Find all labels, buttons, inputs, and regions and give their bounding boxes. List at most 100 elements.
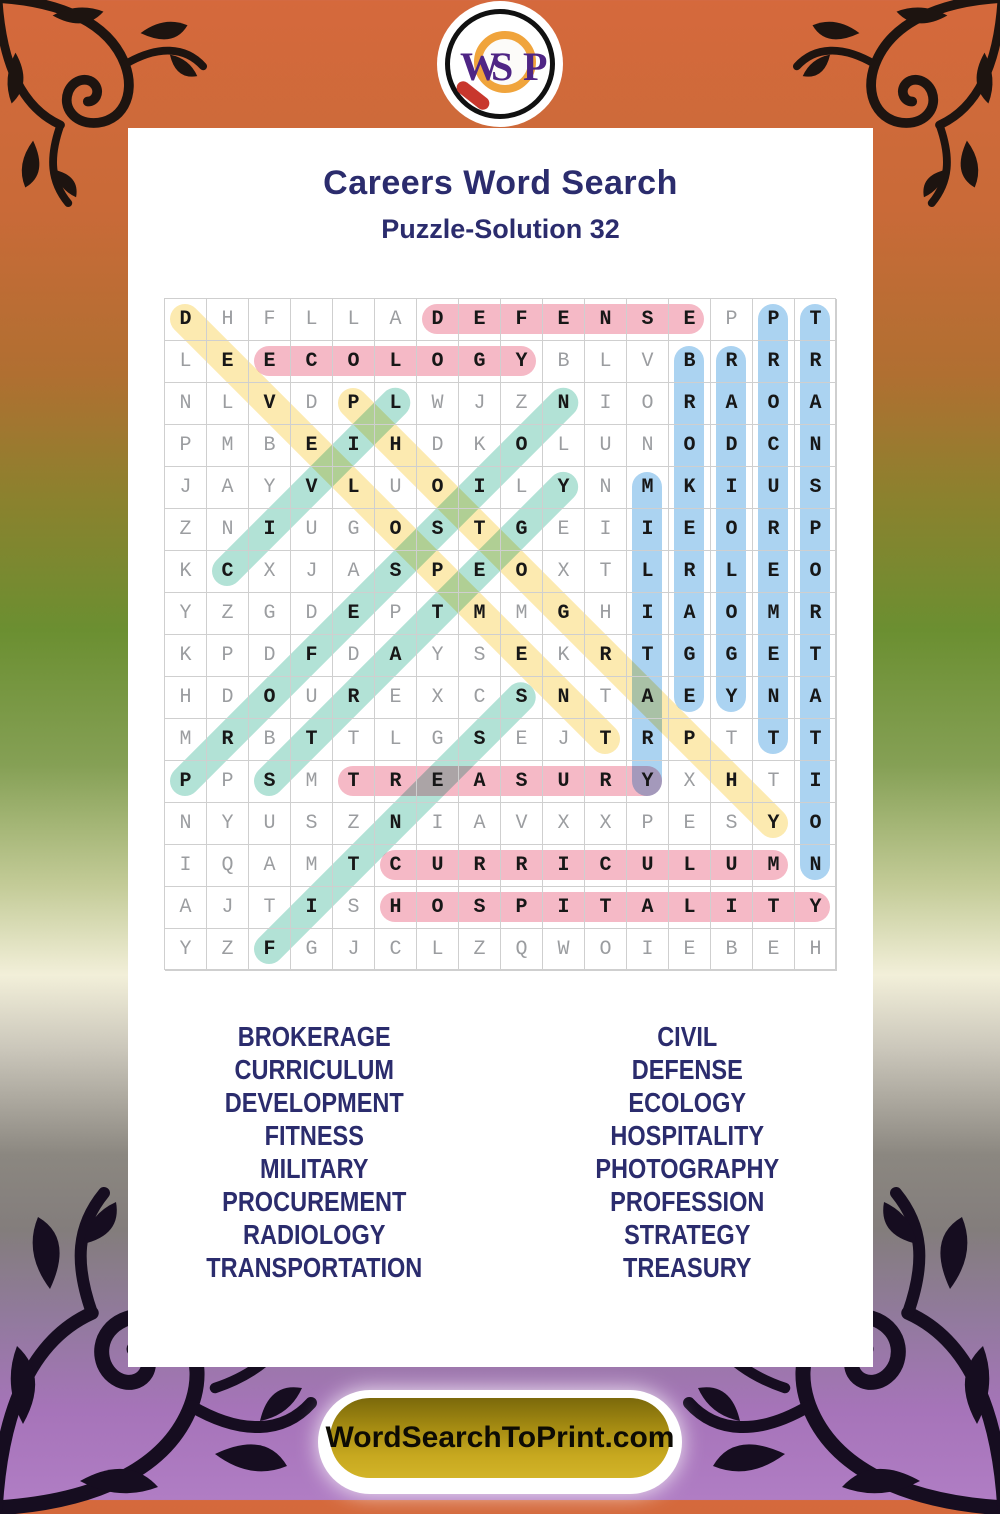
grid-cell: M — [207, 425, 249, 467]
grid-cell: U — [249, 803, 291, 845]
grid-cell: T — [333, 761, 375, 803]
grid-cell: I — [543, 887, 585, 929]
grid-cell: P — [165, 761, 207, 803]
grid-cell: I — [627, 509, 669, 551]
grid-cell: G — [501, 509, 543, 551]
grid-cell: R — [585, 761, 627, 803]
grid-cell: N — [795, 845, 837, 887]
grid-cell: D — [165, 299, 207, 341]
grid-cell: R — [501, 845, 543, 887]
site-link-button[interactable]: WordSearchToPrint.com — [326, 1398, 674, 1478]
grid-cell: E — [669, 929, 711, 971]
grid-cell: E — [375, 677, 417, 719]
solution-highlight-defense — [422, 304, 704, 334]
logo-letter-s: S — [491, 44, 514, 89]
grid-cell: O — [501, 425, 543, 467]
grid-cell: R — [627, 719, 669, 761]
grid-cell: M — [753, 845, 795, 887]
grid-cell: Z — [459, 929, 501, 971]
word-list: BROKERAGE CURRICULUM DEVELOPMENT FITNESS MIL… — [128, 1020, 873, 1284]
grid-cell: K — [165, 635, 207, 677]
grid-cell: Q — [207, 845, 249, 887]
grid-cell: T — [417, 593, 459, 635]
grid-cell: N — [543, 677, 585, 719]
grid-cell: N — [585, 467, 627, 509]
grid-cell: C — [375, 845, 417, 887]
grid-cell: P — [627, 803, 669, 845]
grid-cell: R — [711, 341, 753, 383]
grid-cell: O — [333, 341, 375, 383]
grid-cell: R — [585, 635, 627, 677]
grid-cell: I — [291, 887, 333, 929]
grid-cell: J — [543, 719, 585, 761]
grid-cell: D — [291, 593, 333, 635]
grid-cell: P — [417, 551, 459, 593]
grid-cell: G — [291, 929, 333, 971]
grid-cell: C — [585, 845, 627, 887]
grid-cell: I — [585, 383, 627, 425]
grid-cell: V — [501, 803, 543, 845]
grid-cell: I — [585, 509, 627, 551]
grid-cell: B — [711, 929, 753, 971]
grid-cell: W — [543, 929, 585, 971]
page-title: Careers Word Search — [323, 164, 678, 202]
grid-cell: A — [795, 383, 837, 425]
grid-cell: I — [711, 467, 753, 509]
grid-cell: S — [501, 677, 543, 719]
grid-cell: J — [165, 467, 207, 509]
grid-cell: E — [669, 509, 711, 551]
word-list-item: PROFESSION — [609, 1186, 764, 1217]
grid-cell: F — [501, 299, 543, 341]
grid-cell: O — [417, 887, 459, 929]
logo-letter-p: P — [523, 44, 548, 89]
grid-cell: J — [459, 383, 501, 425]
grid-cell: P — [375, 593, 417, 635]
grid-cell: L — [165, 341, 207, 383]
grid-cell: U — [711, 845, 753, 887]
grid-cell: R — [795, 593, 837, 635]
grid-cell: A — [459, 803, 501, 845]
grid-cell: K — [459, 425, 501, 467]
grid-cell: G — [459, 341, 501, 383]
grid-cell: I — [627, 929, 669, 971]
grid-cell: E — [501, 719, 543, 761]
grid-cell: E — [669, 803, 711, 845]
grid-cell: V — [291, 467, 333, 509]
grid-cell: B — [249, 719, 291, 761]
grid-cell: O — [795, 803, 837, 845]
grid-cell: E — [207, 341, 249, 383]
grid-cell: O — [585, 929, 627, 971]
logo-ring — [445, 9, 555, 119]
grid-cell: D — [207, 677, 249, 719]
grid-cell: A — [249, 845, 291, 887]
grid-cell: R — [333, 677, 375, 719]
grid-cell: I — [795, 761, 837, 803]
grid-cell: A — [795, 677, 837, 719]
grid-cell: B — [669, 341, 711, 383]
word-list-item: ECOLOGY — [627, 1087, 746, 1118]
grid-cell: Y — [711, 677, 753, 719]
grid-cell: V — [627, 341, 669, 383]
grid-cell: X — [585, 803, 627, 845]
grid-cell: Z — [207, 929, 249, 971]
grid-cell: J — [333, 929, 375, 971]
grid-cell: P — [207, 635, 249, 677]
grid-cell: A — [459, 761, 501, 803]
grid-cell: C — [753, 425, 795, 467]
grid-cell: M — [291, 845, 333, 887]
grid-cell: I — [627, 593, 669, 635]
grid-cell: T — [333, 719, 375, 761]
grid-cell: D — [333, 635, 375, 677]
grid-cell: S — [459, 719, 501, 761]
grid-cell: S — [333, 887, 375, 929]
grid-cell: T — [711, 719, 753, 761]
grid-cell: O — [711, 509, 753, 551]
grid-cell: T — [795, 719, 837, 761]
grid-cell: K — [543, 635, 585, 677]
grid-cell: T — [585, 887, 627, 929]
grid-cell: X — [669, 761, 711, 803]
grid-cell: N — [753, 677, 795, 719]
grid-cell: E — [417, 761, 459, 803]
grid-cell: Y — [753, 803, 795, 845]
grid-cell: O — [417, 467, 459, 509]
